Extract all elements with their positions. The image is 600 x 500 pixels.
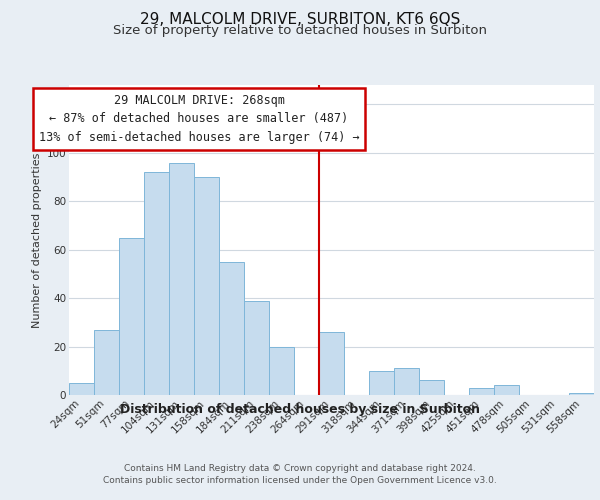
Bar: [419, 380, 444, 395]
Bar: [494, 386, 519, 395]
Bar: [194, 177, 219, 395]
Bar: [219, 262, 244, 395]
Text: Contains public sector information licensed under the Open Government Licence v3: Contains public sector information licen…: [103, 476, 497, 485]
Bar: [469, 388, 494, 395]
Text: 29, MALCOLM DRIVE, SURBITON, KT6 6QS: 29, MALCOLM DRIVE, SURBITON, KT6 6QS: [140, 12, 460, 28]
Y-axis label: Number of detached properties: Number of detached properties: [32, 152, 43, 328]
Bar: [394, 368, 419, 395]
Bar: [94, 330, 119, 395]
Bar: [244, 300, 269, 395]
Bar: [69, 383, 94, 395]
Text: Distribution of detached houses by size in Surbiton: Distribution of detached houses by size …: [120, 402, 480, 415]
Bar: [319, 332, 344, 395]
Bar: [369, 371, 394, 395]
Bar: [119, 238, 144, 395]
Bar: [144, 172, 169, 395]
Text: Contains HM Land Registry data © Crown copyright and database right 2024.: Contains HM Land Registry data © Crown c…: [124, 464, 476, 473]
Bar: [169, 162, 194, 395]
Bar: [569, 392, 594, 395]
Text: Size of property relative to detached houses in Surbiton: Size of property relative to detached ho…: [113, 24, 487, 37]
Text: 29 MALCOLM DRIVE: 268sqm
← 87% of detached houses are smaller (487)
13% of semi-: 29 MALCOLM DRIVE: 268sqm ← 87% of detach…: [38, 94, 359, 144]
Bar: [269, 346, 294, 395]
